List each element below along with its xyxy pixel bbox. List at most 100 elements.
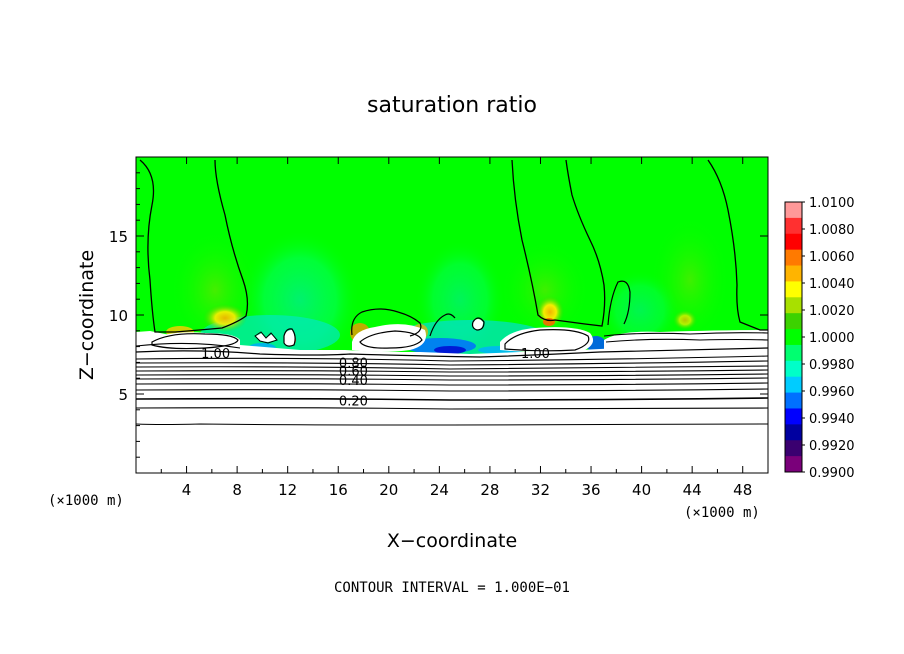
colorbar-tick-label: 1.0100 xyxy=(809,196,855,211)
contour-label: 0.20 xyxy=(339,394,368,409)
chart-title: saturation ratio xyxy=(367,93,537,118)
subsaturated-region xyxy=(352,324,426,352)
colorbar-swatch xyxy=(785,297,802,314)
contour-line xyxy=(283,328,296,347)
field-region xyxy=(434,346,466,354)
contour-line xyxy=(136,360,768,366)
contour-line xyxy=(136,365,768,370)
colorbar-swatch xyxy=(785,265,802,282)
colorbar-tick-label: 1.0080 xyxy=(809,223,855,238)
y-tick-label: 15 xyxy=(109,228,128,246)
contour-line xyxy=(151,333,239,350)
contour-label: 1.00 xyxy=(521,347,550,362)
contour-line xyxy=(136,407,768,410)
colorbar-tick-label: 0.9940 xyxy=(809,412,855,427)
colorbar-swatch xyxy=(785,392,802,409)
x-tick-label: 40 xyxy=(632,481,651,499)
colorbar-swatch xyxy=(785,217,802,235)
x-tick-label: 8 xyxy=(232,481,242,499)
x-tick-label: 12 xyxy=(278,481,297,499)
field-region xyxy=(673,310,697,330)
field-region xyxy=(203,304,247,332)
x-tick-label: 28 xyxy=(480,481,499,499)
x-tick-label: 48 xyxy=(733,481,752,499)
contour-line xyxy=(511,159,606,327)
subsaturated-region xyxy=(256,333,276,342)
colorbar-swatch xyxy=(785,456,802,473)
subsaturated-region xyxy=(136,340,768,473)
contour-label: 0.80 xyxy=(339,356,368,371)
contour-line xyxy=(136,373,768,377)
contour-line xyxy=(136,397,768,401)
contour-label: 1.00 xyxy=(201,347,230,362)
x-tick-label: 36 xyxy=(581,481,600,499)
contour-line xyxy=(504,329,590,352)
contour-line xyxy=(136,355,768,362)
contour-line xyxy=(136,388,768,392)
contour-line xyxy=(359,330,423,349)
colorbar-swatch xyxy=(785,344,802,362)
colorbar-tick-label: 1.0020 xyxy=(809,304,855,319)
contour-line xyxy=(136,377,768,381)
colorbar-tick-label: 1.0000 xyxy=(809,331,855,346)
contour-line xyxy=(136,369,768,373)
x-tick-label: 24 xyxy=(430,481,449,499)
contour-line xyxy=(136,382,768,386)
colorbar-tick-label: 0.9900 xyxy=(809,466,855,481)
contour-line xyxy=(351,308,422,337)
colorbar-swatch xyxy=(785,233,802,251)
colorbar-tick-label: 0.9960 xyxy=(809,385,855,400)
x-tick-label: 44 xyxy=(683,481,702,499)
colorbar-swatch xyxy=(785,281,802,298)
y-tick-label: 5 xyxy=(118,386,128,404)
contour-labels: 1.00 0.800.600.40 0.20 1.00 xyxy=(201,347,550,409)
colorbar-swatch xyxy=(785,424,802,441)
colorbar-swatch xyxy=(785,408,802,425)
subsaturated-region xyxy=(150,332,240,351)
contour-line xyxy=(607,280,631,326)
contour-line xyxy=(136,347,768,358)
contour-interval-note: CONTOUR INTERVAL = 1.000E−01 xyxy=(334,580,570,596)
x-unit-left: (×1000 m) xyxy=(48,493,124,509)
subsaturated-region xyxy=(604,330,768,352)
contour-label: 0.60 xyxy=(339,364,368,379)
contour-lines xyxy=(136,159,768,426)
contour-label: 0.40 xyxy=(339,374,368,389)
colorbar-swatch xyxy=(785,202,802,219)
y-axis-label: Z−coordinate xyxy=(76,250,98,380)
contour-line xyxy=(603,332,768,337)
subsaturated-region xyxy=(472,319,483,330)
contour-line xyxy=(136,423,768,426)
colorbar-tick-label: 1.0040 xyxy=(809,277,855,292)
y-tick-label: 10 xyxy=(109,307,128,325)
x-tick-label: 20 xyxy=(379,481,398,499)
x-axis-label: X−coordinate xyxy=(387,530,517,552)
colorbar-swatch xyxy=(785,313,802,330)
field-region xyxy=(500,240,590,340)
contour-line xyxy=(429,313,456,337)
colorbar-tick-label: 0.9980 xyxy=(809,358,855,373)
colorbar-tick-label: 0.9920 xyxy=(809,439,855,454)
contour-line xyxy=(254,331,278,344)
contour-line xyxy=(605,338,768,343)
contour-line xyxy=(139,159,249,333)
x-axis: 4 8 12 16 20 24 28 32 36 40 44 48 xyxy=(160,157,752,499)
subsaturated-region xyxy=(284,330,295,346)
colorbar-swatch xyxy=(785,329,802,346)
colorbar-swatch xyxy=(785,249,802,267)
colorbar-swatch xyxy=(785,440,802,457)
saturation-field xyxy=(136,157,768,473)
contour-line xyxy=(136,342,241,349)
colorbar-swatch xyxy=(785,376,802,394)
colorbar: 1.0100 1.0080 1.0060 1.0040 1.0020 1.0000 0.99… xyxy=(784,196,855,481)
x-tick-label: 16 xyxy=(329,481,348,499)
x-unit-right: (×1000 m) xyxy=(684,505,760,521)
x-tick-label: 4 xyxy=(182,481,192,499)
colorbar-tick-label: 1.0060 xyxy=(809,250,855,265)
colorbar-swatch xyxy=(785,360,802,378)
y-axis: 5 10 15 xyxy=(109,172,768,458)
x-tick-label: 32 xyxy=(531,481,550,499)
field-region xyxy=(600,270,680,350)
contour-line xyxy=(707,159,768,331)
